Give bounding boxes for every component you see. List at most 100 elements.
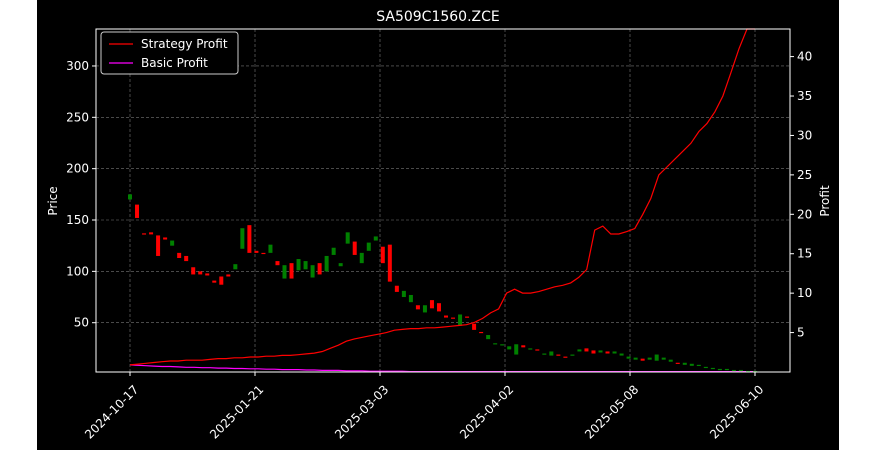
candle xyxy=(647,357,652,360)
candle xyxy=(703,366,708,369)
candle xyxy=(458,314,463,326)
candle xyxy=(724,368,729,371)
candle xyxy=(212,280,217,283)
candle xyxy=(661,357,666,360)
candle xyxy=(317,263,322,275)
candlestick-chart: SA509C1560.ZCE 50 100 150 200 250 300 5 10 15 20… xyxy=(46,9,832,442)
candles xyxy=(128,194,757,373)
candle xyxy=(163,237,168,240)
candle xyxy=(479,331,484,334)
candle xyxy=(156,235,161,256)
candle xyxy=(521,345,526,348)
candle xyxy=(640,358,645,361)
candle xyxy=(619,353,624,356)
legend-box xyxy=(100,31,239,75)
candle xyxy=(303,261,308,270)
y-left-tick-label: 150 xyxy=(66,213,89,227)
y-right-tick-label: 25 xyxy=(797,168,812,182)
legend-basic-label: Basic Profit xyxy=(141,56,208,70)
y-left-tick-label: 100 xyxy=(66,264,89,278)
strategy-profit-line xyxy=(129,28,755,366)
candle xyxy=(444,315,449,318)
y-left-tick-label: 300 xyxy=(66,59,89,73)
candle xyxy=(380,246,385,264)
basic-profit-series xyxy=(129,364,755,373)
candle xyxy=(205,273,210,276)
candle xyxy=(591,350,596,354)
y-left-tick-label: 50 xyxy=(74,316,89,330)
candle xyxy=(535,349,540,351)
candle xyxy=(633,357,638,360)
candle xyxy=(563,356,568,358)
candle xyxy=(626,356,631,359)
y-right-tick-label: 40 xyxy=(797,50,812,64)
candle xyxy=(128,194,132,200)
candle xyxy=(254,250,259,253)
candle xyxy=(514,344,519,355)
candle xyxy=(408,294,413,303)
x-tick-label: 2025-05-08 xyxy=(582,382,641,441)
candle xyxy=(366,242,371,251)
candle xyxy=(240,228,245,249)
candle xyxy=(296,259,301,271)
candle xyxy=(387,244,392,282)
candle xyxy=(570,354,575,356)
candle xyxy=(261,252,266,255)
candle xyxy=(247,225,252,253)
candle xyxy=(710,367,715,370)
candle xyxy=(696,364,701,367)
chart-title: SA509C1560.ZCE xyxy=(376,9,500,25)
candle xyxy=(422,305,427,313)
x-axis: 2024-10-17 2025-01-21 2025-03-03 2025-04-02… xyxy=(82,372,766,442)
chart-figure: SA509C1560.ZCE 50 100 150 200 250 300 5 10 15 20… xyxy=(37,0,839,450)
candle xyxy=(605,351,610,354)
y-right-tick-label: 20 xyxy=(797,207,812,221)
candle xyxy=(135,204,140,218)
x-tick-label: 2025-01-21 xyxy=(207,382,266,441)
candle xyxy=(268,244,273,253)
y-axis-right-label: Profit xyxy=(818,185,832,217)
candle xyxy=(324,255,329,272)
y-right-tick-label: 35 xyxy=(797,89,812,103)
candle xyxy=(584,348,589,352)
candle xyxy=(500,344,505,346)
candle xyxy=(401,290,406,298)
candle xyxy=(654,354,659,361)
candle xyxy=(275,261,280,266)
y-axis-left: 50 100 150 200 250 300 xyxy=(66,59,96,330)
candle xyxy=(429,300,434,309)
candle xyxy=(338,263,343,267)
candle xyxy=(310,265,315,278)
candle xyxy=(233,264,238,270)
candle xyxy=(472,323,477,330)
candle xyxy=(675,362,680,364)
candle xyxy=(184,255,189,262)
y-axis-right: 5 10 15 20 25 30 35 40 xyxy=(790,50,812,340)
strategy-profit-series xyxy=(129,28,755,366)
candle xyxy=(373,236,378,241)
candle xyxy=(282,265,287,279)
y-right-tick-label: 5 xyxy=(797,326,805,340)
candle xyxy=(394,285,399,292)
candle xyxy=(219,276,224,285)
y-left-tick-label: 200 xyxy=(66,162,89,176)
candle xyxy=(717,368,722,371)
candle xyxy=(415,305,420,310)
basic-profit-line xyxy=(129,364,755,373)
candle xyxy=(493,343,498,345)
candle xyxy=(331,247,336,255)
candle xyxy=(465,316,470,318)
candle xyxy=(191,267,196,275)
candle xyxy=(528,348,533,350)
y-right-tick-label: 30 xyxy=(797,128,812,142)
candle xyxy=(359,252,364,264)
candle xyxy=(689,363,694,366)
candle xyxy=(142,233,147,235)
candle xyxy=(436,303,441,312)
candle xyxy=(549,351,554,356)
candle xyxy=(345,232,350,244)
candle xyxy=(542,353,547,355)
x-tick-label: 2025-03-03 xyxy=(332,382,391,441)
candle xyxy=(598,350,603,353)
candle xyxy=(668,359,673,362)
